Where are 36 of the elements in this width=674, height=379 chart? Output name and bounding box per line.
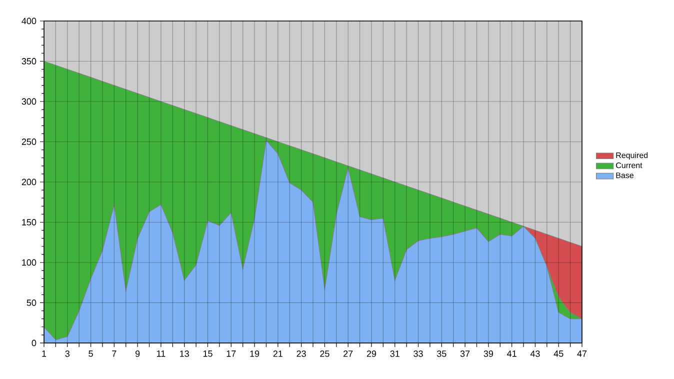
x-tick-label: 5 (88, 350, 93, 357)
x-tick-label: 1 (42, 350, 46, 357)
x-tick-label: 11 (156, 350, 166, 357)
y-tick-label: 250 (22, 138, 36, 145)
x-tick-label: 13 (180, 350, 189, 357)
y-tick-label: 300 (22, 98, 36, 105)
y-tick-label: 0 (32, 340, 36, 346)
x-tick-label: 9 (135, 350, 140, 357)
x-tick-label: 29 (366, 350, 376, 357)
x-tick-label: 39 (484, 350, 494, 357)
x-tick-label: 45 (554, 350, 564, 357)
y-tick-label: 100 (22, 259, 36, 266)
x-tick-label: 31 (390, 350, 400, 357)
x-tick-label: 43 (530, 350, 540, 357)
x-tick-label: 41 (507, 350, 516, 357)
x-tick-label: 21 (273, 350, 282, 357)
x-tick-label: 25 (320, 350, 330, 357)
x-tick-label: 15 (203, 350, 212, 357)
x-tick-label: 47 (577, 350, 587, 357)
x-tick-label: 33 (414, 350, 423, 357)
y-tick-label: 400 (22, 18, 36, 24)
x-tick-label: 35 (436, 350, 446, 357)
x-tick-label: 27 (344, 350, 353, 357)
y-tick-label: 50 (26, 300, 36, 306)
legend-label: Required (616, 152, 648, 160)
legend-label: Current (616, 162, 642, 168)
x-tick-label: 17 (226, 350, 236, 357)
x-tick-label: 3 (65, 350, 70, 357)
x-tick-label: 19 (250, 350, 260, 357)
x-tick-label: 23 (296, 350, 306, 357)
x-tick-label: 7 (112, 350, 116, 357)
y-tick-label: 200 (22, 178, 36, 186)
x-tick-label: 37 (460, 350, 470, 357)
legend-label: Base (616, 172, 634, 178)
y-tick-label: 150 (22, 219, 36, 226)
y-tick-label: 350 (22, 58, 36, 64)
